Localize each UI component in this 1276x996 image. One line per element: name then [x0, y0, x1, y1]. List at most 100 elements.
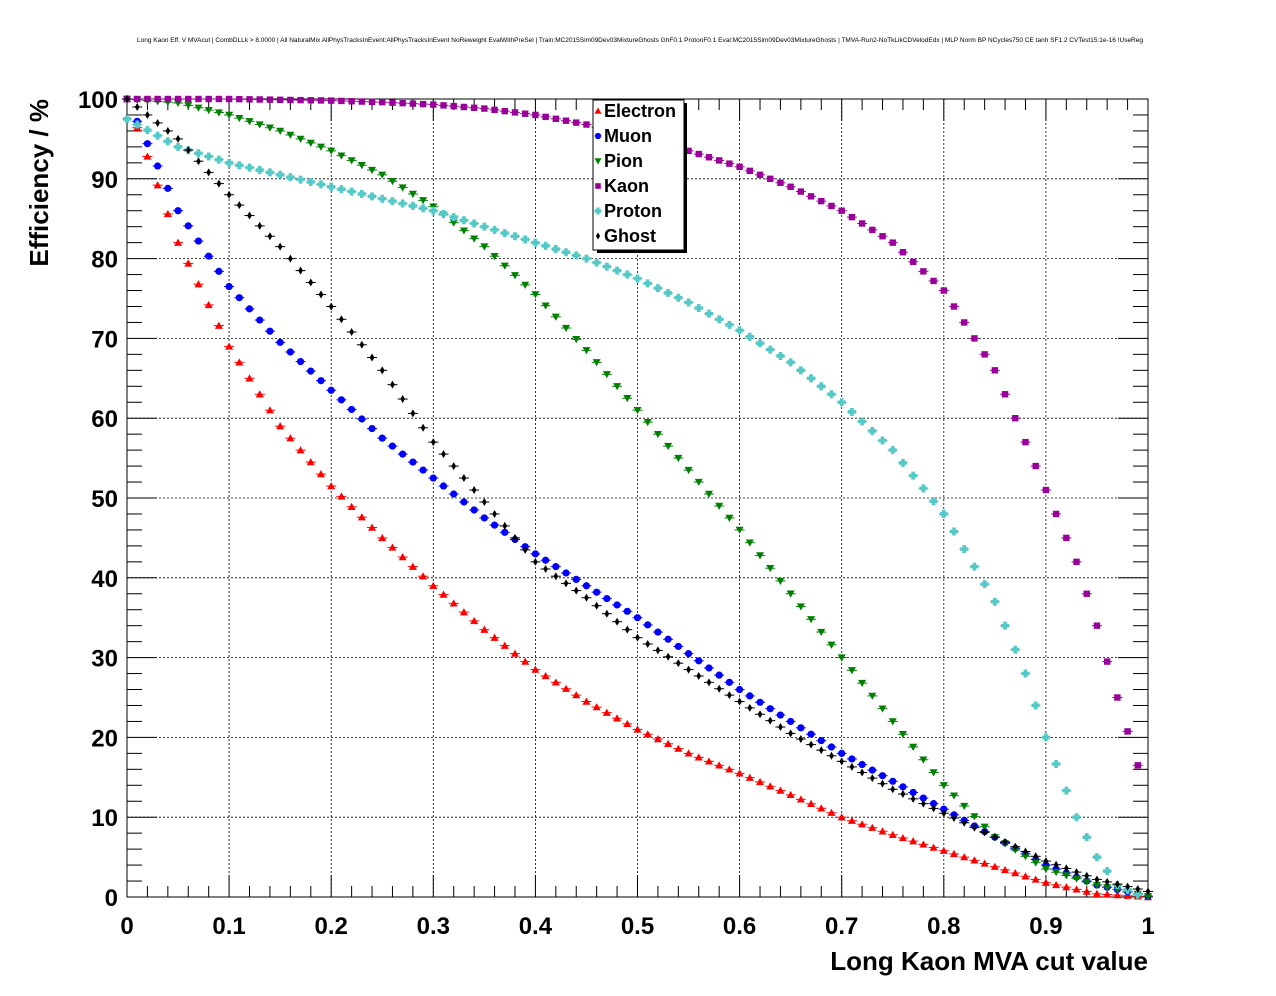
muon-point [205, 252, 213, 260]
ghost-point [185, 146, 191, 155]
pion-point [1103, 884, 1112, 892]
proton-point [500, 229, 509, 238]
muon-point [909, 788, 917, 797]
ghost-point [798, 734, 804, 743]
ghost-point [686, 665, 691, 674]
electron-point [470, 616, 479, 625]
proton-point [378, 194, 387, 203]
electron-point [1011, 869, 1020, 877]
ghost-point [1033, 852, 1039, 861]
electron-point [827, 808, 836, 816]
muon-point [245, 305, 254, 313]
electron-point [776, 786, 785, 794]
muon-point [787, 717, 795, 726]
electron-point [1021, 872, 1030, 880]
proton-point [470, 219, 479, 228]
electron-point [1041, 878, 1050, 886]
ghost-point [451, 462, 457, 471]
ghost-point [737, 697, 742, 706]
proton-point [847, 407, 856, 416]
ghost-point [757, 710, 763, 719]
ghost-point [155, 118, 161, 127]
electron-point [184, 259, 193, 267]
electron-point [888, 830, 897, 838]
muon-point [858, 760, 866, 769]
electron-point [194, 280, 203, 288]
proton-point [715, 315, 724, 324]
muon-point [562, 569, 570, 577]
electron-point [756, 777, 765, 786]
plot-title: Long Kaon Eff. V MVAcut | CombDLLk > 8.0… [137, 37, 1143, 44]
proton-point [1072, 813, 1081, 822]
legend-label-pion: Pion [604, 151, 643, 171]
electron-point [858, 820, 867, 828]
ghost-point [410, 409, 416, 418]
ghost-point [573, 586, 579, 595]
pion-point [796, 603, 805, 611]
proton-point [265, 168, 274, 177]
y-tick-label: 40 [91, 566, 118, 593]
ghost-point [716, 684, 722, 693]
pion-point [1082, 878, 1091, 886]
proton-point [664, 288, 673, 297]
electron-point [510, 649, 519, 657]
pion-point [1021, 853, 1030, 861]
electron-point [500, 641, 509, 649]
electron-point [919, 840, 928, 848]
kaon-point [930, 277, 937, 285]
kaon-point [246, 96, 253, 103]
ghost-point [1063, 864, 1069, 873]
ghost-point [696, 671, 702, 680]
ghost-point [287, 254, 293, 263]
proton-point [1082, 833, 1091, 842]
electron-point [694, 753, 703, 761]
pion-point [459, 227, 468, 235]
electron-point [398, 553, 407, 561]
pion-point [929, 769, 938, 777]
electron-point [347, 502, 356, 510]
pion-point [684, 466, 693, 475]
proton-point [837, 398, 846, 407]
x-axis-title: Long Kaon MVA cut value [830, 946, 1148, 976]
proton-point [490, 225, 499, 234]
kaon-point [399, 99, 406, 107]
ghost-point [808, 740, 814, 749]
ghost-point [767, 716, 773, 725]
muon-point [674, 642, 682, 651]
electron-point [633, 725, 642, 733]
electron-point [817, 804, 826, 812]
kaon-point [409, 100, 417, 107]
kaon-point [685, 147, 692, 155]
kaon-point [144, 95, 151, 103]
ghost-point [900, 790, 906, 799]
muon-point [215, 267, 223, 275]
ghost-point [308, 278, 314, 287]
muon-point [470, 506, 478, 514]
electron-point [582, 697, 591, 705]
kaon-point [225, 95, 233, 103]
electron-point [429, 581, 438, 589]
muon-point [603, 594, 611, 603]
kaon-point [1063, 534, 1070, 542]
proton-point [827, 390, 836, 399]
pion-point [592, 359, 601, 367]
proton-point [337, 185, 346, 194]
electron-point [521, 657, 530, 665]
muon-point [266, 327, 274, 335]
ghost-point [869, 774, 875, 783]
proton-point [327, 182, 336, 191]
kaon-point [583, 121, 590, 128]
y-tick-label: 70 [91, 326, 118, 353]
pion-point [633, 407, 642, 415]
proton-point [347, 187, 356, 196]
electron-point [1052, 880, 1061, 889]
proton-point [725, 320, 734, 329]
pion-point [1031, 859, 1040, 867]
pion-point [1072, 875, 1081, 883]
proton-point [368, 192, 377, 201]
proton-point [1133, 890, 1142, 899]
kaon-point [348, 98, 355, 105]
electron-point [562, 684, 571, 692]
ghost-point [951, 813, 957, 822]
legend-label-electron: Electron [604, 101, 676, 121]
